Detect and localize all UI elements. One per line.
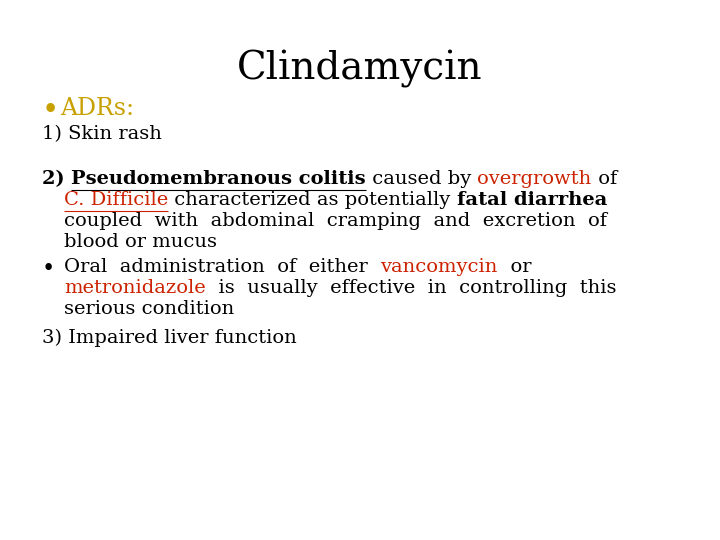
Text: •: • — [42, 258, 55, 280]
Text: vancomycin: vancomycin — [380, 258, 498, 276]
Text: 3) Impaired liver function: 3) Impaired liver function — [42, 329, 297, 347]
Text: metronidazole: metronidazole — [64, 279, 206, 297]
Text: C. Difficile: C. Difficile — [64, 191, 168, 209]
Text: blood or mucus: blood or mucus — [64, 233, 217, 251]
Text: characterized as potentially: characterized as potentially — [168, 191, 456, 209]
Text: Pseudomembranous colitis: Pseudomembranous colitis — [71, 170, 366, 188]
Text: ADRs:: ADRs: — [60, 97, 134, 120]
Text: Oral  administration  of  either: Oral administration of either — [64, 258, 380, 276]
Text: or: or — [498, 258, 531, 276]
Text: 2): 2) — [42, 170, 71, 188]
Text: is  usually  effective  in  controlling  this: is usually effective in controlling this — [206, 279, 616, 297]
Text: overgrowth: overgrowth — [477, 170, 592, 188]
Text: caused by: caused by — [366, 170, 477, 188]
Text: Clindamycin: Clindamycin — [237, 50, 483, 88]
Text: of: of — [592, 170, 617, 188]
Text: fatal diarrhea: fatal diarrhea — [456, 191, 607, 209]
Text: coupled  with  abdominal  cramping  and  excretion  of: coupled with abdominal cramping and excr… — [64, 212, 607, 230]
Text: 1) Skin rash: 1) Skin rash — [42, 125, 162, 143]
Text: serious condition: serious condition — [64, 300, 234, 318]
Text: •: • — [42, 97, 59, 125]
